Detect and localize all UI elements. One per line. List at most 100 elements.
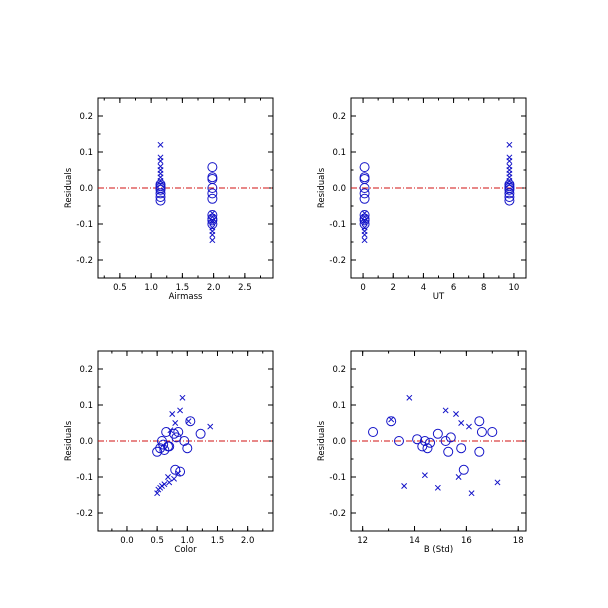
data-point-circle (504, 192, 515, 202)
x-tick-label: 16 (461, 536, 472, 546)
x-tick-label: 2.5 (238, 283, 252, 293)
data-point-circle (170, 464, 181, 475)
x-axis-label: UT (433, 292, 445, 302)
data-point-cross (161, 481, 168, 488)
data-point-circle (456, 443, 467, 454)
data-point-cross (361, 237, 368, 244)
data-point-circle (159, 445, 170, 455)
data-point-circle (359, 162, 370, 173)
data-point-cross (361, 219, 368, 226)
data-point-circle (359, 219, 370, 229)
data-point-cross (494, 479, 501, 486)
data-point-circle (474, 416, 485, 427)
data-point-circle (207, 193, 218, 204)
y-axis-label: Residuals (317, 167, 327, 208)
y-tick-label: 0.2 (332, 112, 346, 122)
x-tick-label: 1.5 (211, 536, 225, 546)
data-point-cross (209, 219, 216, 226)
data-point-circle (207, 188, 218, 199)
data-point-cross (455, 474, 462, 480)
data-point-circle (155, 195, 166, 206)
data-point-circle (445, 432, 456, 443)
y-axis-label: Residuals (64, 167, 74, 208)
y-axis-label: Residuals (317, 420, 327, 461)
data-point-cross (171, 475, 177, 482)
data-point-circle (417, 441, 428, 452)
y-tick-label: -0.2 (329, 509, 346, 519)
x-tick-label: 2.0 (241, 536, 255, 546)
data-point-circle (185, 416, 196, 427)
y-tick-label: -0.1 (76, 473, 93, 483)
data-point-circle (487, 427, 498, 437)
data-point-circle (432, 428, 443, 439)
x-tick-label: 2 (391, 283, 396, 293)
data-point-circle (458, 464, 469, 475)
x-tick-label: 1.0 (181, 536, 195, 546)
x-tick-label: 0.0 (120, 536, 134, 546)
data-point-cross (506, 141, 513, 148)
x-axis-label: B (Std) (424, 545, 453, 555)
data-point-circle (443, 446, 454, 457)
data-point-cross (155, 486, 162, 493)
data-point-cross (209, 224, 216, 231)
data-point-circle (504, 188, 515, 199)
data-point-cross (172, 420, 179, 426)
data-point-circle (173, 427, 184, 437)
data-point-circle (504, 195, 515, 206)
data-point-cross (209, 237, 216, 244)
data-point-circle (195, 428, 206, 439)
chart-panel-4: 12 14 16 18 -0.2 -0.1 0.0 0.1 0.2 B (Std) Residual… (317, 350, 527, 555)
data-point-cross (361, 224, 368, 231)
data-point-cross (421, 472, 428, 479)
data-point-circle (155, 188, 166, 199)
x-tick-label: 2.0 (207, 283, 221, 293)
x-tick-label: 8 (481, 283, 486, 293)
y-tick-label: 0.1 (79, 148, 93, 158)
y-tick-label: 0.2 (332, 365, 346, 375)
x-tick-label: 6 (451, 283, 456, 293)
x-axis-label: Color (174, 545, 197, 555)
y-tick-label: 0.2 (79, 365, 93, 375)
data-point-circle (207, 162, 218, 173)
data-point-circle (207, 215, 218, 226)
data-point-circle (504, 184, 515, 195)
data-point-cross (209, 210, 216, 217)
data-point-circle (156, 436, 167, 446)
x-tick-label: 4 (421, 283, 426, 293)
data-point-cross (388, 416, 395, 423)
data-point-cross (406, 394, 413, 401)
data-point-cross (468, 490, 475, 497)
y-tick-label: 0.0 (332, 184, 346, 194)
data-point-cross (169, 411, 176, 417)
y-tick-label: 0.1 (332, 401, 346, 411)
data-point-circle (368, 427, 379, 437)
data-point-cross (207, 423, 214, 430)
data-point-cross (157, 158, 164, 164)
data-point-circle (393, 436, 404, 446)
y-tick-label: 0.2 (79, 112, 93, 122)
data-point-circle (175, 466, 186, 477)
data-point-cross (157, 141, 164, 148)
data-point-circle (386, 416, 397, 427)
y-tick-label: 0.0 (79, 184, 93, 194)
data-point-cross (165, 474, 171, 480)
y-tick-label: -0.1 (329, 473, 346, 483)
data-point-circle (207, 183, 218, 193)
data-point-circle (207, 219, 218, 229)
data-point-circle (419, 436, 430, 446)
data-point-cross (154, 490, 161, 497)
data-point-cross (185, 418, 192, 425)
chart-panel-3: 0.0 0.5 1.0 1.5 2.0 -0.2 -0.1 0.0 0.1 0.2 Color Res… (64, 350, 274, 555)
y-tick-label: -0.1 (329, 220, 346, 230)
data-point-circle (474, 446, 485, 457)
data-point-cross (442, 407, 449, 414)
x-axis-label: Airmass (169, 292, 203, 302)
chart-panel-2: 0 2 4 6 8 10 -0.2 -0.1 0.0 0.1 0.2 UT Residuals (317, 97, 527, 302)
data-point-cross (361, 210, 368, 217)
x-tick-label: 12 (357, 536, 368, 546)
chart-panel-1: 0.5 1.0 1.5 2.0 2.5 -0.2 -0.1 0.0 0.1 0.2 Airmass R… (64, 97, 274, 302)
data-point-cross (506, 181, 513, 188)
data-point-circle (161, 427, 172, 437)
y-tick-label: 0.1 (332, 148, 346, 158)
